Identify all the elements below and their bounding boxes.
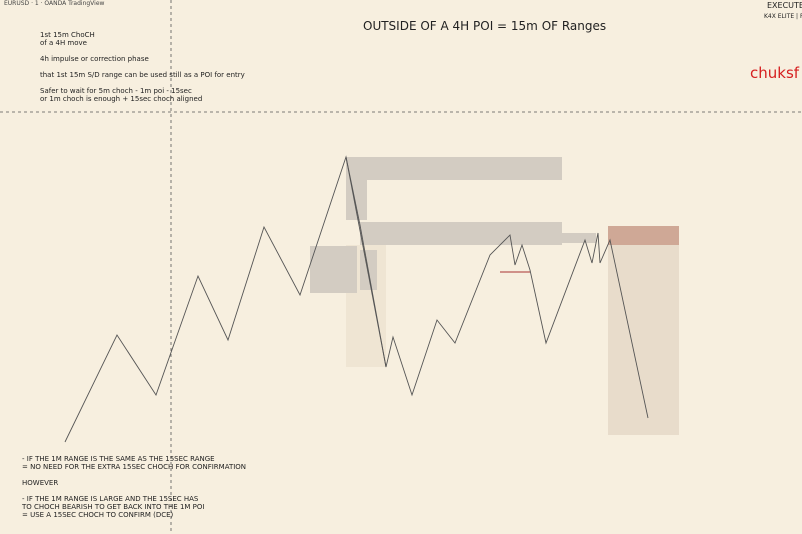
brand: K4X ELITE | FO — [764, 13, 802, 20]
bottom-note: = USE A 15SEC CHOCH TO CONFIRM (DCE) — [22, 511, 174, 519]
price-path — [64, 155, 649, 443]
supply-zone — [510, 233, 596, 243]
bottom-note: - IF THE 1M RANGE IS THE SAME AS THE 15S… — [22, 455, 215, 463]
note: 4h impulse or correction phase — [40, 55, 149, 63]
execute-label: EXECUTE — [767, 1, 802, 10]
note: Safer to wait for 5m choch - 1m poi - 15… — [40, 87, 192, 95]
target-zone — [608, 245, 679, 435]
title: OUTSIDE OF A 4H POI = 15m OF Ranges — [363, 19, 607, 33]
bottom-note: - IF THE 1M RANGE IS LARGE AND THE 15SEC… — [22, 495, 199, 503]
price-path — [345, 156, 387, 368]
bottom-note: TO CHOCH BEARISH TO GET BACK INTO THE 1M… — [22, 503, 205, 511]
bottom-note: HOWEVER — [22, 479, 59, 487]
note: that 1st 15m S/D range can be used still… — [40, 71, 245, 79]
bottom-note: = NO NEED FOR THE EXTRA 15SEC CHOCH FOR … — [22, 463, 247, 471]
note: of a 4H move — [40, 39, 87, 47]
supply-zone — [346, 157, 562, 180]
demand-zone — [310, 246, 357, 293]
supply-zone — [346, 180, 367, 220]
poi-zone — [608, 226, 679, 245]
watermark: chuksf — [750, 64, 800, 82]
note: or 1m choch is enough + 15sec choch alig… — [40, 95, 203, 103]
note: 1st 15m ChoCH — [40, 31, 95, 39]
symbol: EURUSD · 1 · OANDA TradingView — [4, 0, 105, 7]
